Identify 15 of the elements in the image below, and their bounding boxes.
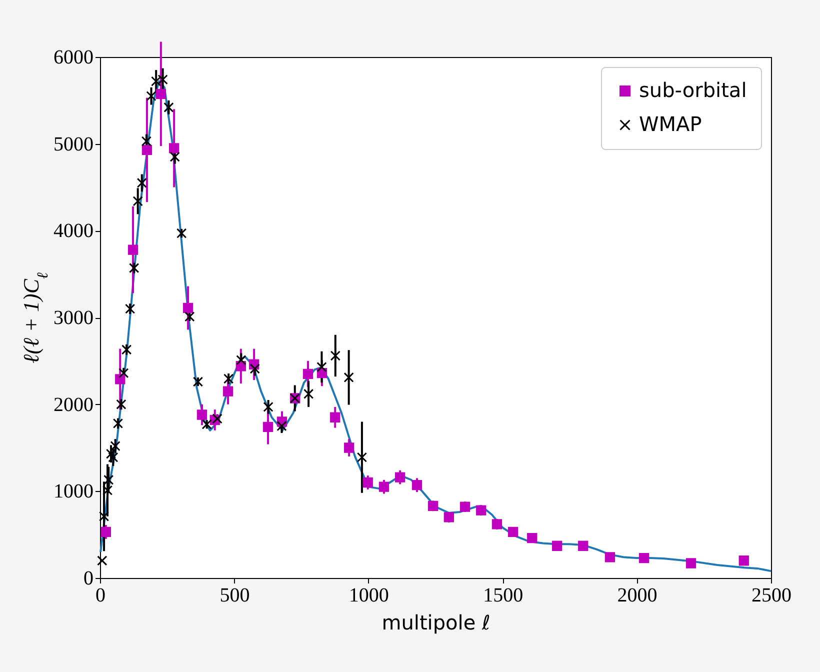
legend-label: WMAP bbox=[639, 112, 702, 136]
y-tick-label: 6000 bbox=[54, 46, 94, 68]
x-tick-label: 2000 bbox=[617, 584, 658, 606]
y-tick-label: 2000 bbox=[54, 394, 94, 416]
y-tick-label: 3000 bbox=[54, 307, 94, 329]
y-tick-label: 0 bbox=[84, 568, 94, 590]
y-tick-label: 4000 bbox=[54, 220, 94, 242]
x-tick-label: 1500 bbox=[483, 584, 524, 606]
x-tick-label: 500 bbox=[220, 584, 250, 606]
x-tick-label: 1000 bbox=[348, 584, 389, 606]
y-tick-label: 1000 bbox=[54, 480, 94, 503]
y-tick-label: 5000 bbox=[54, 133, 94, 156]
x-axis-title: multipole ℓ bbox=[382, 610, 490, 634]
legend-label: sub-orbital bbox=[639, 78, 747, 102]
x-tick-label: 2500 bbox=[752, 584, 792, 606]
